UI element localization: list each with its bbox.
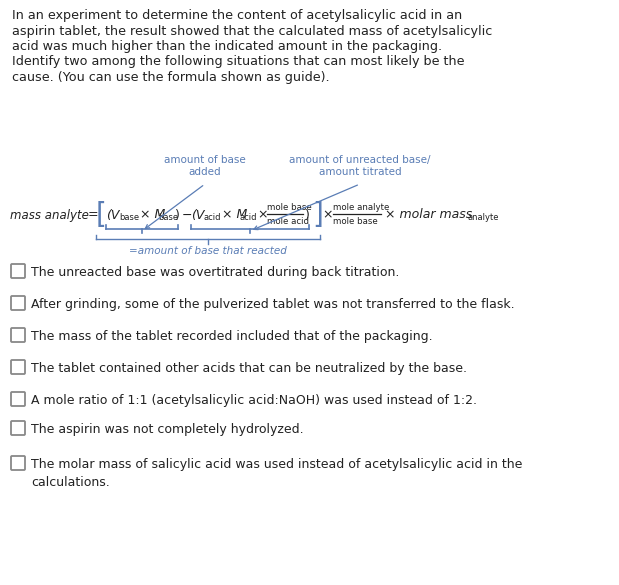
Text: mole base: mole base <box>333 218 378 226</box>
Text: In an experiment to determine the content of acetylsalicylic acid in an: In an experiment to determine the conten… <box>12 9 462 22</box>
Text: [: [ <box>96 201 107 229</box>
Text: amount titrated: amount titrated <box>319 167 401 177</box>
Text: mole base: mole base <box>267 204 312 212</box>
Text: analyte: analyte <box>467 214 498 222</box>
FancyBboxPatch shape <box>11 392 25 406</box>
Text: ×: × <box>254 208 269 222</box>
FancyBboxPatch shape <box>11 456 25 470</box>
Text: cause. (You can use the formula shown as guide).: cause. (You can use the formula shown as… <box>12 71 330 84</box>
Text: The mass of the tablet recorded included that of the packaging.: The mass of the tablet recorded included… <box>31 330 433 343</box>
Text: The molar mass of salicylic acid was used instead of acetylsalicylic acid in the: The molar mass of salicylic acid was use… <box>31 458 522 489</box>
Text: base: base <box>119 214 139 222</box>
Text: =: = <box>88 208 98 222</box>
Text: Identify two among the following situations that can most likely be the: Identify two among the following situati… <box>12 56 464 68</box>
FancyBboxPatch shape <box>11 360 25 374</box>
Text: (V: (V <box>106 208 119 222</box>
Text: The aspirin was not completely hydrolyzed.: The aspirin was not completely hydrolyze… <box>31 423 304 436</box>
Text: (V: (V <box>191 208 204 222</box>
Text: A mole ratio of 1:1 (acetylsalicylic acid:NaOH) was used instead of 1:2.: A mole ratio of 1:1 (acetylsalicylic aci… <box>31 394 477 407</box>
Text: mass analyte: mass analyte <box>10 208 89 222</box>
Text: base: base <box>158 214 178 222</box>
Text: The tablet contained other acids that can be neutralized by the base.: The tablet contained other acids that ca… <box>31 362 467 375</box>
FancyBboxPatch shape <box>11 328 25 342</box>
Text: ×: × <box>322 208 332 222</box>
Text: The unreacted base was overtitrated during back titration.: The unreacted base was overtitrated duri… <box>31 266 399 279</box>
Text: acid was much higher than the indicated amount in the packaging.: acid was much higher than the indicated … <box>12 40 442 53</box>
Text: amount of base: amount of base <box>164 155 246 165</box>
Text: ]: ] <box>312 201 323 229</box>
FancyBboxPatch shape <box>11 264 25 278</box>
Text: × M: × M <box>136 208 165 222</box>
Text: ): ) <box>305 208 310 222</box>
FancyBboxPatch shape <box>11 421 25 435</box>
Text: =amount of base that reacted: =amount of base that reacted <box>129 246 287 256</box>
Text: × molar mass: × molar mass <box>385 208 472 222</box>
Text: −: − <box>182 208 193 222</box>
Text: aspirin tablet, the result showed that the calculated mass of acetylsalicylic: aspirin tablet, the result showed that t… <box>12 25 492 37</box>
Text: mole acid: mole acid <box>267 218 309 226</box>
Text: amount of unreacted base/: amount of unreacted base/ <box>289 155 431 165</box>
Text: mole analyte: mole analyte <box>333 204 389 212</box>
Text: added: added <box>189 167 222 177</box>
Text: ): ) <box>175 208 180 222</box>
Text: × M: × M <box>218 208 247 222</box>
Text: acid: acid <box>203 214 220 222</box>
FancyBboxPatch shape <box>11 296 25 310</box>
Text: acid: acid <box>239 214 256 222</box>
Text: After grinding, some of the pulverized tablet was not transferred to the flask.: After grinding, some of the pulverized t… <box>31 298 514 311</box>
